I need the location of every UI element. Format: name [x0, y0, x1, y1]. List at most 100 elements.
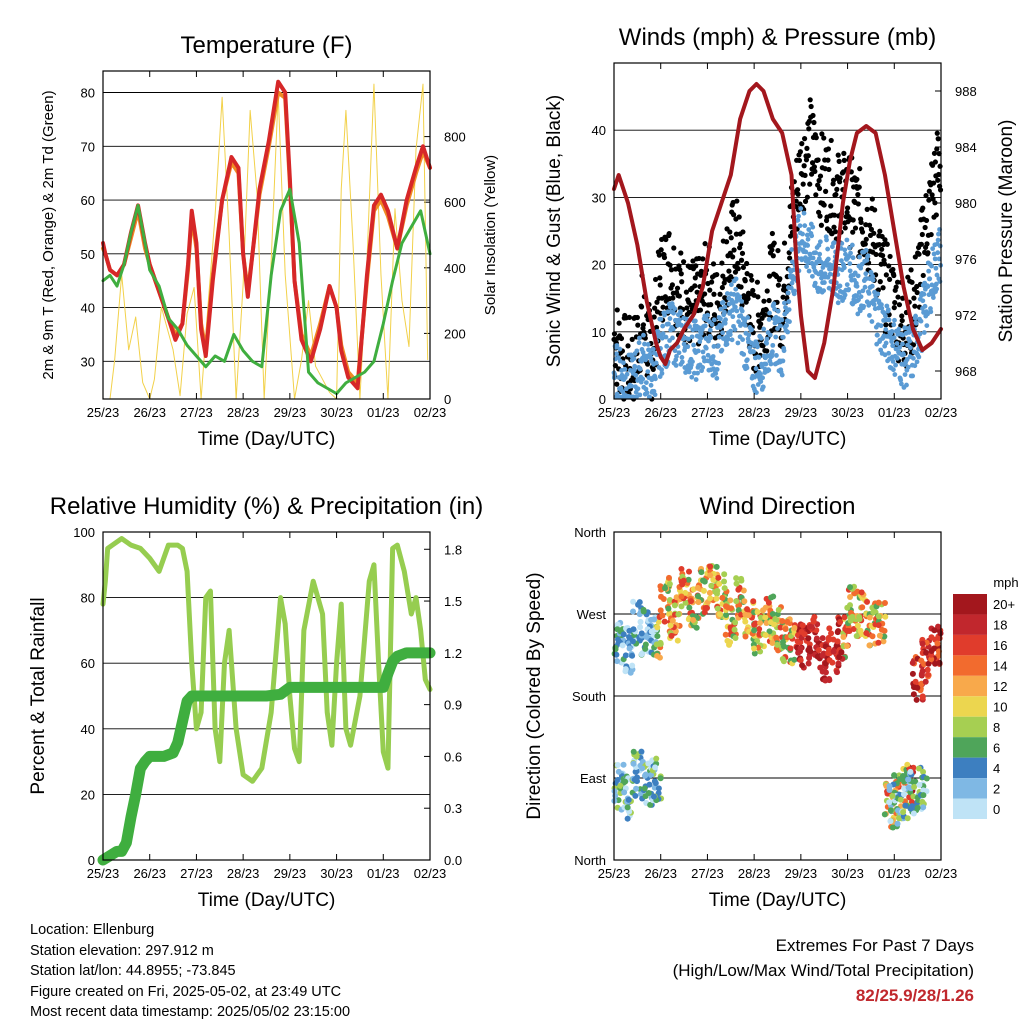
x-tick-label: 02/23: [414, 866, 447, 881]
elevation-text: Station elevation: 297.912 m: [30, 942, 214, 959]
wind-point: [930, 246, 936, 252]
wind-point: [867, 313, 872, 318]
wind-point: [921, 330, 927, 335]
gust-point: [932, 159, 938, 165]
wind-point: [660, 323, 666, 329]
gust-point: [795, 191, 801, 197]
direction-point: [658, 593, 665, 600]
wind-point: [710, 354, 716, 359]
wind-point: [908, 345, 913, 351]
wind-point: [883, 340, 889, 346]
gust-point: [891, 272, 897, 279]
gust-point: [667, 262, 673, 268]
gust-point: [761, 312, 768, 318]
colorbar-label: 2: [993, 781, 1000, 796]
direction-point: [864, 598, 871, 605]
y-tick-label: 30: [592, 190, 606, 205]
wind-point: [888, 335, 893, 340]
wind-point: [894, 341, 900, 346]
gust-point: [748, 272, 754, 279]
gust-point: [891, 305, 897, 311]
y-tick-label: 60: [81, 193, 95, 208]
direction-point: [880, 638, 887, 645]
direction-point: [775, 606, 782, 613]
direction-point: [707, 563, 714, 570]
direction-point: [887, 807, 894, 814]
gust-point: [701, 301, 707, 307]
wind-point: [885, 307, 891, 313]
wind-point: [739, 308, 745, 314]
gust-point: [856, 184, 862, 190]
wind-point: [725, 336, 731, 342]
gust-point: [813, 192, 819, 198]
direction-point: [807, 648, 814, 655]
wind-point: [817, 239, 823, 245]
direction-point: [777, 624, 784, 631]
gust-point: [693, 263, 699, 269]
wind-point: [860, 288, 866, 294]
wind-point: [670, 326, 676, 332]
wind-point: [671, 310, 676, 316]
direction-point: [920, 804, 927, 811]
wind-point: [744, 365, 750, 371]
gust-point: [864, 206, 870, 212]
gust-point: [735, 260, 741, 266]
direction-point: [721, 578, 728, 585]
direction-point: [858, 589, 865, 596]
direction-point: [799, 662, 806, 669]
y2-tick-label: 0.6: [444, 749, 462, 764]
wind-point: [670, 335, 675, 341]
gust-point: [640, 322, 647, 328]
direction-point: [695, 599, 702, 606]
direction-point: [678, 603, 685, 610]
wind-point: [883, 313, 888, 319]
direction-point: [918, 671, 925, 678]
y-tick-label: 30: [81, 354, 95, 369]
wind-point: [635, 386, 641, 392]
gust-point: [821, 135, 827, 141]
y-axis-label: 2m & 9m T (Red, Orange) & 2m Td (Green): [40, 90, 57, 379]
gust-point: [652, 305, 658, 311]
wind-point: [679, 355, 685, 360]
direction-point: [825, 636, 832, 643]
gust-point: [854, 176, 860, 182]
gust-point: [799, 141, 805, 147]
colorbar-swatch: [953, 778, 987, 799]
wind-point: [918, 318, 924, 324]
gust-point: [669, 282, 675, 288]
wind-point: [781, 348, 787, 354]
direction-point: [698, 569, 705, 576]
direction-point: [886, 799, 893, 806]
direction-point: [787, 645, 794, 652]
wind-point: [763, 361, 769, 367]
y2-tick-label: 1.2: [444, 646, 462, 661]
colorbar-label: 10: [993, 700, 1007, 715]
direction-point: [805, 660, 812, 667]
gust-point: [625, 343, 631, 349]
y-tick-label: 60: [81, 656, 95, 671]
y-tick-label: 40: [81, 301, 95, 316]
y2-tick-label: 0.9: [444, 698, 462, 713]
direction-point: [715, 574, 722, 581]
direction-point: [732, 619, 739, 626]
gust-point: [719, 260, 725, 266]
wind-point: [883, 327, 889, 332]
gust-point: [763, 307, 769, 313]
direction-point: [668, 632, 675, 639]
direction-point: [723, 612, 730, 619]
colorbar-swatch: [953, 634, 987, 656]
wind-point: [702, 323, 708, 329]
wind-point: [852, 270, 858, 276]
gust-point: [908, 267, 914, 273]
x-tick-label: 01/23: [878, 405, 911, 420]
wind-point: [802, 223, 808, 229]
direction-point: [741, 598, 748, 605]
wind-point: [758, 379, 764, 384]
gust-point: [678, 271, 684, 277]
gust-point: [676, 293, 683, 299]
direction-point: [791, 656, 798, 663]
wind-point: [764, 336, 770, 342]
wind-point: [907, 338, 913, 344]
wind-point: [645, 342, 651, 347]
